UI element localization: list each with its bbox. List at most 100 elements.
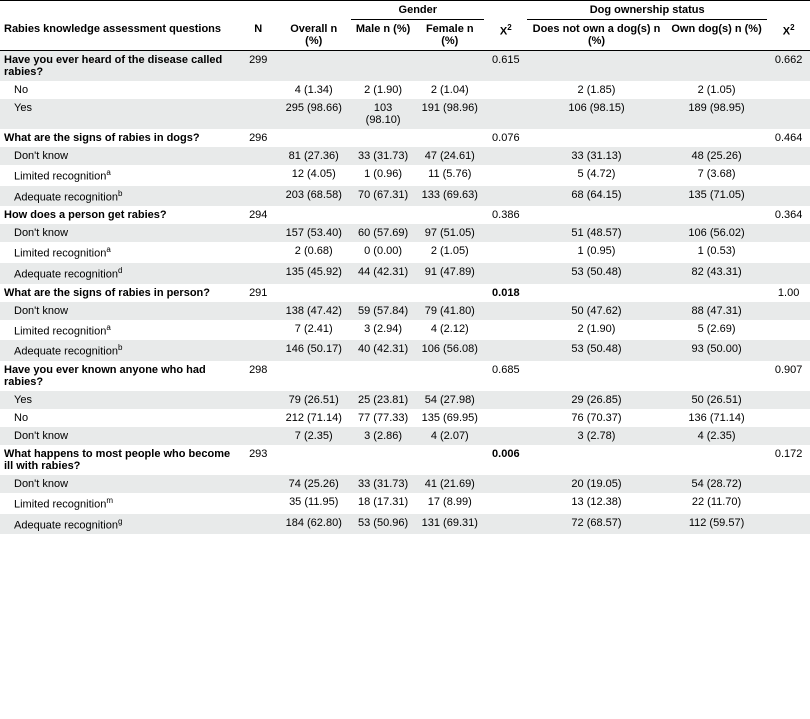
owndog-value: 136 (71.14)	[666, 409, 767, 427]
nodog-value: 106 (98.15)	[527, 99, 666, 129]
row-label: Adequate recognitiond	[0, 263, 240, 284]
male-value: 33 (31.73)	[351, 475, 415, 493]
male-value: 53 (50.96)	[351, 514, 415, 535]
female-value: 47 (24.61)	[415, 147, 484, 165]
nodog-value: 3 (2.78)	[527, 427, 666, 445]
col-male: Male n (%)	[351, 20, 415, 51]
nodog-value: 76 (70.37)	[527, 409, 666, 427]
rabies-knowledge-table: Gender Dog ownership status Rabies knowl…	[0, 0, 810, 534]
col-nodog: Does not own a dog(s) n (%)	[527, 20, 666, 51]
data-row: Don't know7 (2.35)3 (2.86)4 (2.07)3 (2.7…	[0, 427, 810, 445]
overall-value: 79 (26.51)	[276, 391, 351, 409]
female-value: 2 (1.04)	[415, 81, 484, 99]
row-label: Limited recognitionm	[0, 493, 240, 514]
owndog-value: 54 (28.72)	[666, 475, 767, 493]
nodog-value: 2 (1.90)	[527, 320, 666, 341]
header-group-row: Gender Dog ownership status	[0, 1, 810, 20]
data-row: Adequate recognitionb146 (50.17)40 (42.3…	[0, 340, 810, 361]
nodog-value: 20 (19.05)	[527, 475, 666, 493]
question-text: Have you ever heard of the disease calle…	[0, 51, 240, 82]
female-value: 191 (98.96)	[415, 99, 484, 129]
male-value: 77 (77.33)	[351, 409, 415, 427]
male-value: 3 (2.94)	[351, 320, 415, 341]
owndog-value: 50 (26.51)	[666, 391, 767, 409]
x2-value: 0.662	[767, 51, 810, 82]
data-row: Don't know74 (25.26)33 (31.73)41 (21.69)…	[0, 475, 810, 493]
data-row: Limited recognitiona7 (2.41)3 (2.94)4 (2…	[0, 320, 810, 341]
col-x1: X2	[484, 20, 527, 51]
nodog-value: 68 (64.15)	[527, 186, 666, 207]
owndog-value: 7 (3.68)	[666, 165, 767, 186]
male-value: 103 (98.10)	[351, 99, 415, 129]
row-label: Don't know	[0, 224, 240, 242]
col-question: Rabies knowledge assessment questions	[0, 20, 240, 51]
header-columns-row: Rabies knowledge assessment questions N …	[0, 20, 810, 51]
female-value: 4 (2.12)	[415, 320, 484, 341]
male-value: 2 (1.90)	[351, 81, 415, 99]
male-value: 0 (0.00)	[351, 242, 415, 263]
overall-value: 212 (71.14)	[276, 409, 351, 427]
data-row: Limited recognitiona12 (4.05)1 (0.96)11 …	[0, 165, 810, 186]
overall-value: 2 (0.68)	[276, 242, 351, 263]
n-value: 296	[240, 129, 276, 147]
male-value: 25 (23.81)	[351, 391, 415, 409]
x2-value: 0.464	[767, 129, 810, 147]
overall-value: 7 (2.41)	[276, 320, 351, 341]
x2-value: 0.172	[767, 445, 810, 475]
female-value: 2 (1.05)	[415, 242, 484, 263]
nodog-value: 5 (4.72)	[527, 165, 666, 186]
data-row: Yes79 (26.51)25 (23.81)54 (27.98)29 (26.…	[0, 391, 810, 409]
data-row: Adequate recognitiond135 (45.92)44 (42.3…	[0, 263, 810, 284]
col-owndog: Own dog(s) n (%)	[666, 20, 767, 51]
row-label: Limited recognitiona	[0, 242, 240, 263]
female-value: 133 (69.63)	[415, 186, 484, 207]
nodog-value: 51 (48.57)	[527, 224, 666, 242]
x1-value: 0.018	[484, 284, 527, 302]
owndog-value: 48 (25.26)	[666, 147, 767, 165]
female-value: 131 (69.31)	[415, 514, 484, 535]
question-row: What are the signs of rabies in dogs?296…	[0, 129, 810, 147]
x2-value: 1.00	[767, 284, 810, 302]
owndog-value: 189 (98.95)	[666, 99, 767, 129]
x2-value: 0.364	[767, 206, 810, 224]
table-body: Have you ever heard of the disease calle…	[0, 51, 810, 535]
col-overall: Overall n (%)	[276, 20, 351, 51]
owndog-value: 22 (11.70)	[666, 493, 767, 514]
male-value: 60 (57.69)	[351, 224, 415, 242]
nodog-value: 50 (47.62)	[527, 302, 666, 320]
overall-value: 138 (47.42)	[276, 302, 351, 320]
male-value: 1 (0.96)	[351, 165, 415, 186]
row-label: Yes	[0, 99, 240, 129]
nodog-value: 72 (68.57)	[527, 514, 666, 535]
col-female: Female n (%)	[415, 20, 484, 51]
data-row: Limited recognitiona 2 (0.68)0 (0.00)2 (1…	[0, 242, 810, 263]
data-row: Adequate recognitionb203 (68.58)70 (67.3…	[0, 186, 810, 207]
n-value: 298	[240, 361, 276, 391]
question-text: What happens to most people who become i…	[0, 445, 240, 475]
nodog-value: 13 (12.38)	[527, 493, 666, 514]
col-n: N	[240, 20, 276, 51]
question-row: What are the signs of rabies in person?2…	[0, 284, 810, 302]
overall-value: 4 (1.34)	[276, 81, 351, 99]
female-value: 54 (27.98)	[415, 391, 484, 409]
row-label: Adequate recognitionb	[0, 340, 240, 361]
row-label: Don't know	[0, 475, 240, 493]
row-label: No	[0, 409, 240, 427]
row-label: Don't know	[0, 427, 240, 445]
overall-value: 184 (62.80)	[276, 514, 351, 535]
male-value: 18 (17.31)	[351, 493, 415, 514]
data-row: Adequate recognitiong 184 (62.80)53 (50.9…	[0, 514, 810, 535]
male-value: 44 (42.31)	[351, 263, 415, 284]
question-text: What are the signs of rabies in dogs?	[0, 129, 240, 147]
row-label: Adequate recognitiong	[0, 514, 240, 535]
data-row: No4 (1.34)2 (1.90)2 (1.04)2 (1.85)2 (1.0…	[0, 81, 810, 99]
overall-value: 35 (11.95)	[276, 493, 351, 514]
data-row: Yes295 (98.66)103 (98.10)191 (98.96)106 …	[0, 99, 810, 129]
owndog-value: 1 (0.53)	[666, 242, 767, 263]
owndog-value: 135 (71.05)	[666, 186, 767, 207]
owndog-value: 112 (59.57)	[666, 514, 767, 535]
owndog-value: 4 (2.35)	[666, 427, 767, 445]
male-value: 70 (67.31)	[351, 186, 415, 207]
female-value: 4 (2.07)	[415, 427, 484, 445]
female-value: 41 (21.69)	[415, 475, 484, 493]
